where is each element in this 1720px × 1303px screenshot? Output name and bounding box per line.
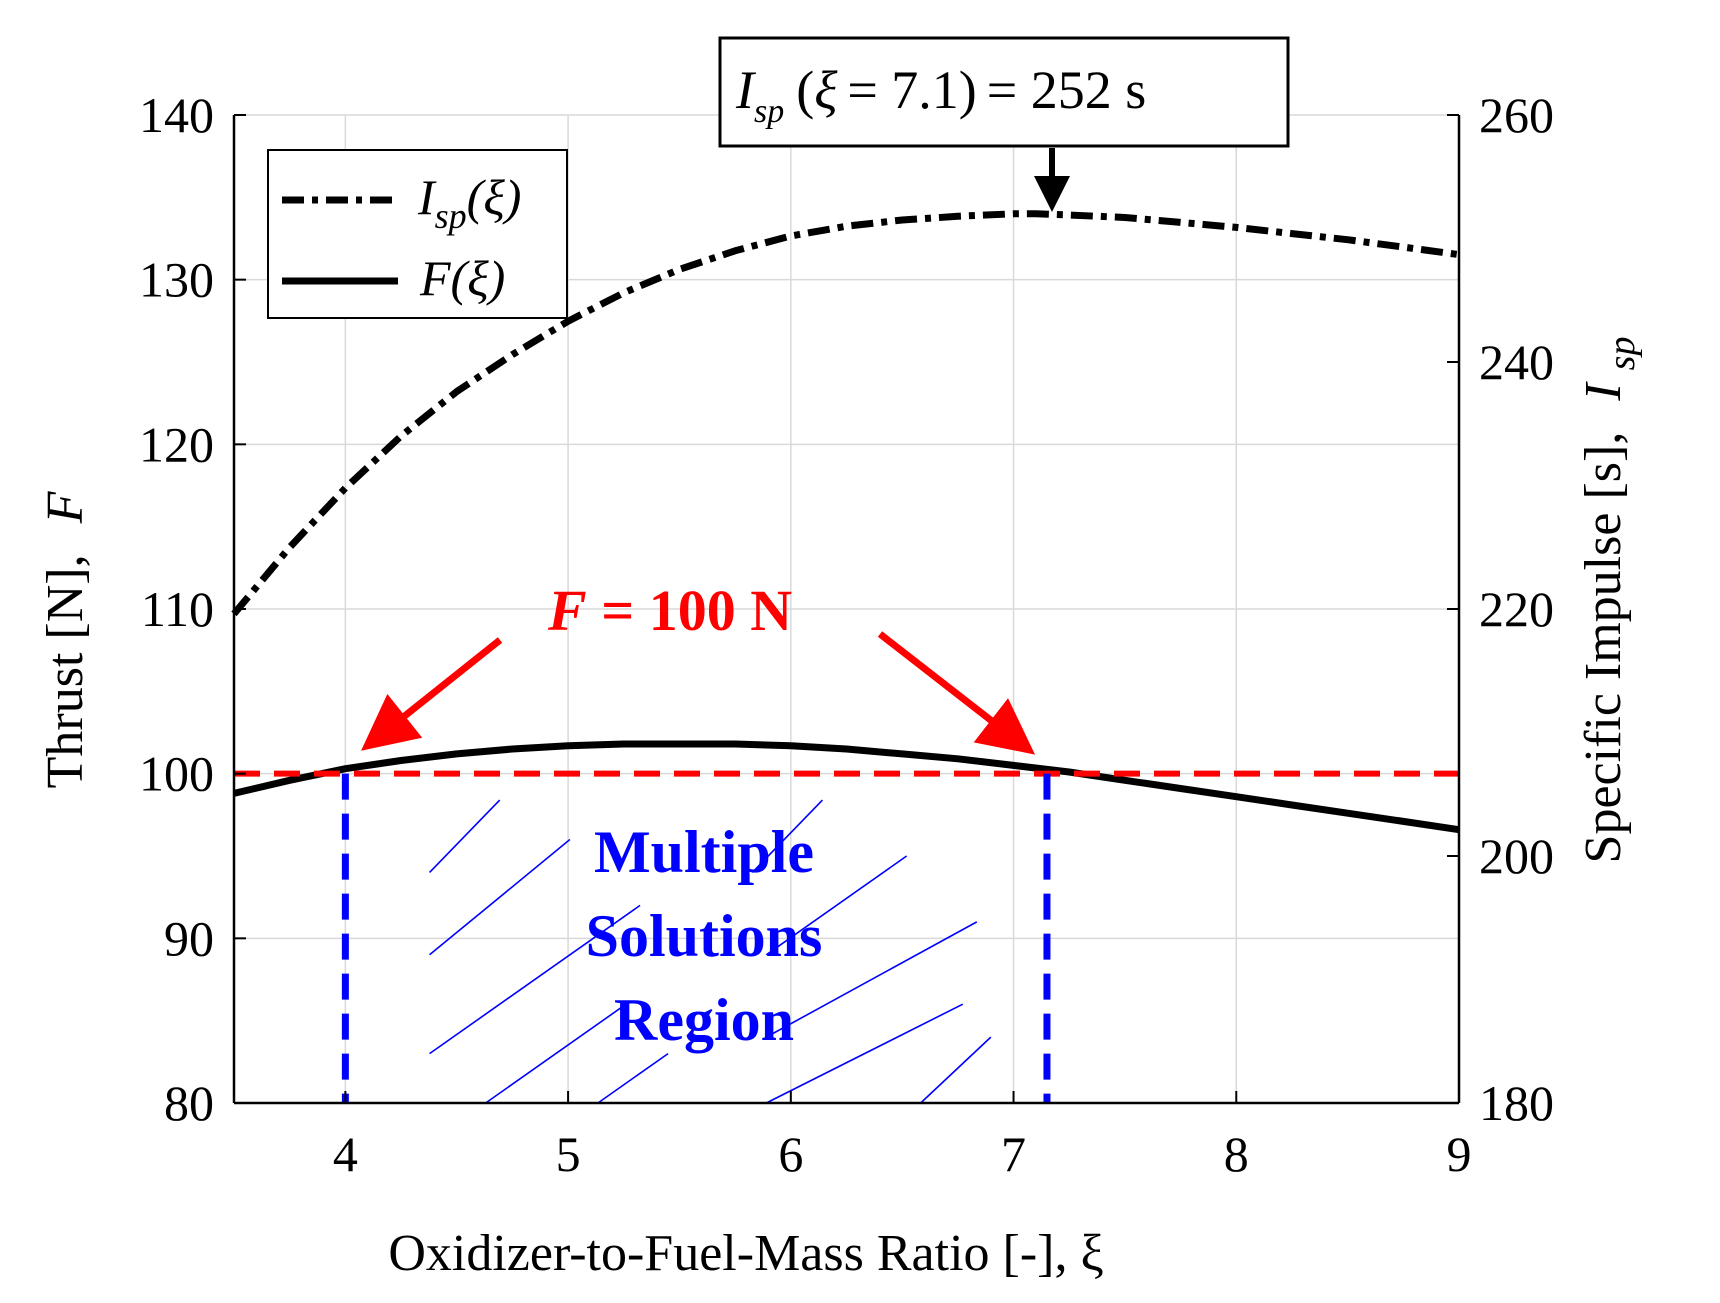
x-axis-title: Oxidizer-to-Fuel-Mass Ratio [-], ξ xyxy=(388,1225,1103,1282)
y-left-tick-label: 90 xyxy=(164,910,214,966)
hatch-line xyxy=(765,921,978,1038)
y-right-axis-label: Specific Impulse [s], xyxy=(1575,432,1632,864)
x-tick-label: 9 xyxy=(1447,1126,1472,1182)
y-left-tick-label: 130 xyxy=(139,252,214,308)
peak-annotation-box xyxy=(718,36,1290,148)
y-left-axis-title: Thrust [N], F xyxy=(37,490,94,788)
hatch-line xyxy=(429,904,641,1055)
region-annotation: Multiple Solutions Region xyxy=(586,819,823,1053)
region-label-line-2: Solutions xyxy=(586,903,823,969)
x-tick-label: 6 xyxy=(778,1126,803,1182)
legend-label-thrust: F(ξ) xyxy=(419,250,505,306)
axes: 4 5 6 7 8 9 80 90 100 110 120 130 140 180 200 220 240 260 xyxy=(139,87,1554,1182)
x-tick-label: 5 xyxy=(556,1126,581,1182)
hatch-line xyxy=(485,1003,627,1104)
series-line-f xyxy=(233,740,1460,834)
x-tick-label: 4 xyxy=(333,1126,358,1182)
hatch-line xyxy=(597,1052,669,1104)
peak-annotation-text: Isp (ξ = 7.1) = 252 s xyxy=(735,60,1146,130)
region-label-line-3: Region xyxy=(614,987,794,1053)
y-right-axis-title: Specific Impulse [s], I sp xyxy=(1575,337,1643,864)
y-right-axis-symbol: I xyxy=(1575,381,1632,402)
y-left-tick-label: 100 xyxy=(139,746,214,802)
thrust-annotation: F = 100 N xyxy=(361,578,1036,755)
x-tick-label: 8 xyxy=(1224,1126,1249,1182)
y-left-tick-label: 120 xyxy=(139,416,214,472)
legend-label-isp: Isp(ξ) xyxy=(417,169,521,236)
y-left-tick-label: 80 xyxy=(164,1075,214,1131)
reference-lines xyxy=(234,770,1459,1103)
hatch-line xyxy=(765,1003,964,1104)
hatch-line xyxy=(429,838,571,956)
y-right-tick-label: 240 xyxy=(1479,334,1554,390)
hatch-line xyxy=(765,855,908,956)
y-left-axis-label: Thrust [N], xyxy=(37,554,94,788)
hatch-line xyxy=(920,1036,992,1104)
y-right-tick-label: 260 xyxy=(1479,87,1554,143)
y-right-tick-label: 200 xyxy=(1479,828,1554,884)
thrust-arrow-right xyxy=(877,631,1036,755)
hatch-line xyxy=(428,799,501,874)
series-layer xyxy=(231,210,1460,834)
legend: Isp(ξ) F(ξ) xyxy=(267,149,568,319)
y-right-axis-subscript: sp xyxy=(1601,337,1643,371)
thrust-arrow-left xyxy=(361,637,503,751)
y-left-axis-symbol: F xyxy=(37,490,94,524)
y-left-tick-label: 140 xyxy=(139,87,214,143)
y-right-tick-label: 220 xyxy=(1479,581,1554,637)
legend-box xyxy=(267,149,568,319)
x-tick-label: 7 xyxy=(1001,1126,1026,1182)
y-right-tick-label: 180 xyxy=(1479,1075,1554,1131)
region-label-line-1: Multiple xyxy=(594,819,814,885)
peak-annotation: Isp (ξ = 7.1) = 252 s xyxy=(718,36,1290,212)
hatch-region xyxy=(428,799,992,1104)
hatch-line xyxy=(751,799,824,874)
y-left-tick-label: 110 xyxy=(141,581,214,637)
thrust-label: F = 100 N xyxy=(547,578,792,643)
